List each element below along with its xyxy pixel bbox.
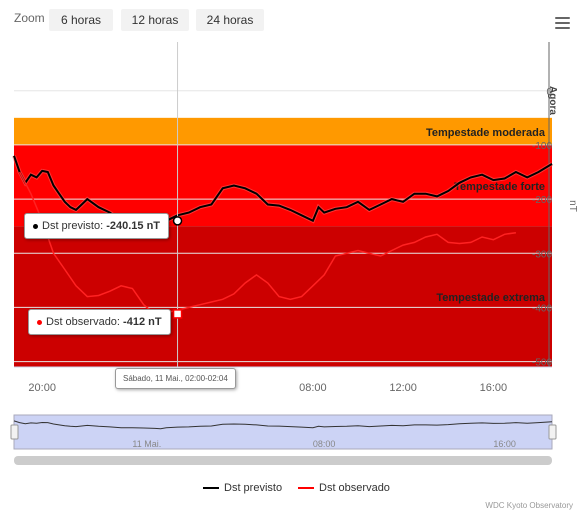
navigator-series-line xyxy=(13,420,553,430)
navigator-tick-label-0: 11 Mai. xyxy=(132,439,161,449)
zoom-label: Zoom xyxy=(14,11,45,25)
x-tick-label-2: 12:00 xyxy=(389,382,417,394)
legend-forecast-swatch xyxy=(203,487,219,490)
legend-item-forecast[interactable]: Dst previsto xyxy=(203,482,282,494)
tooltip-observed-label: Dst observado: xyxy=(46,316,120,328)
tooltip-forecast: Dst previsto: -240.15 nT xyxy=(24,213,170,239)
navigator-scrollbar[interactable] xyxy=(14,456,552,465)
storm-band-label-0: Tempestade moderada xyxy=(426,127,546,139)
y-tick-label-4: -400 xyxy=(532,303,552,314)
y-tick-label-1: -100 xyxy=(532,141,552,152)
x-tick-label-0: 20:00 xyxy=(28,382,56,394)
legend-observed-label: Dst observado xyxy=(319,482,390,494)
tooltip-observed: Dst observado: -412 nT xyxy=(28,309,171,335)
observed-dot-icon xyxy=(37,319,42,325)
navigator-selection xyxy=(13,414,553,450)
zoom-6h-button[interactable]: 6 horas xyxy=(49,9,113,31)
y-tick-label-3: -300 xyxy=(532,249,552,260)
tooltip-time: Sábado, 11 Mai., 02:00-02:04 xyxy=(115,368,236,389)
series-line-1 xyxy=(18,171,517,315)
navigator-handle-left[interactable] xyxy=(10,424,19,440)
series-line-0 xyxy=(13,155,553,232)
x-tick-label-1: 08:00 xyxy=(299,382,327,394)
credit[interactable]: WDC Kyoto Observatory xyxy=(485,501,573,510)
zoom-24h-button[interactable]: 24 horas xyxy=(196,9,264,31)
hamburger-menu-icon[interactable] xyxy=(555,17,570,29)
tooltip-forecast-label: Dst previsto: xyxy=(42,220,104,232)
y-tick-label-5: -500 xyxy=(532,358,552,369)
legend-item-observed[interactable]: Dst observado xyxy=(298,482,390,494)
storm-band-label-1: Tempestade forte xyxy=(454,181,545,193)
forecast-hover-marker xyxy=(172,216,183,226)
storm-band-0 xyxy=(14,117,552,145)
storm-band-1 xyxy=(14,144,552,227)
y-axis-title: nT xyxy=(567,200,577,212)
navigator-tick-label-2: 16:00 xyxy=(493,439,516,449)
legend-observed-swatch xyxy=(298,487,314,490)
observed-hover-marker xyxy=(172,309,183,319)
navigator-tick-label-1: 08:00 xyxy=(313,439,336,449)
legend-forecast-label: Dst previsto xyxy=(224,482,283,494)
y-tick-label-2: -200 xyxy=(532,195,552,206)
tooltip-forecast-value: -240.15 nT xyxy=(106,220,161,232)
zoom-12h-button[interactable]: 12 horas xyxy=(121,9,189,31)
storm-band-2 xyxy=(14,226,552,367)
storm-band-label-2: Tempestade extrema xyxy=(436,292,546,304)
x-tick-label-3: 16:00 xyxy=(480,382,508,394)
navigator-handle-right[interactable] xyxy=(548,424,557,440)
now-label: Agora xyxy=(547,86,558,115)
forecast-dot-icon xyxy=(33,223,38,229)
tooltip-observed-value: -412 nT xyxy=(123,316,162,328)
